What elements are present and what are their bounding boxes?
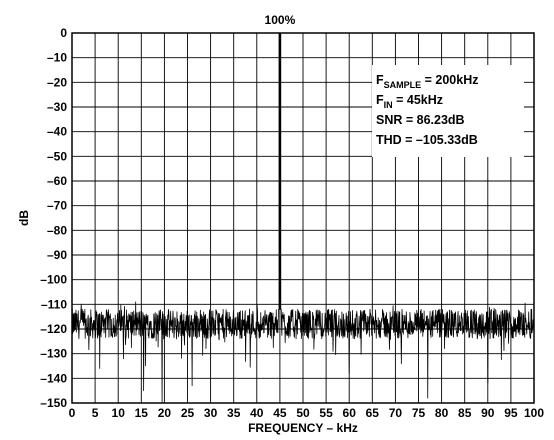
- y-tick-label: –120: [40, 322, 67, 336]
- y-tick-label: –40: [47, 125, 67, 139]
- y-tick-label: –130: [40, 347, 67, 361]
- x-tick-label: 40: [250, 406, 264, 420]
- y-tick-label: –10: [47, 51, 67, 65]
- annotation-line: FSAMPLE = 200kHz: [376, 73, 479, 90]
- annotation-subscript: SAMPLE: [384, 80, 422, 90]
- x-tick-label: 25: [181, 406, 195, 420]
- x-tick-label: 35: [227, 406, 241, 420]
- x-tick-label: 70: [389, 406, 403, 420]
- x-tick-label: 20: [158, 406, 172, 420]
- noise-trace: [71, 301, 535, 404]
- y-tick-label: –150: [40, 396, 67, 410]
- peak-label: 100%: [265, 13, 296, 27]
- annotation-rest: = 45kHz: [393, 93, 443, 107]
- annotation-main: F: [376, 93, 384, 107]
- x-axis-title: FREQUENCY – kHz: [248, 421, 358, 435]
- x-tick-label: 15: [135, 406, 149, 420]
- y-tick-label: –60: [47, 174, 67, 188]
- y-tick-label: 0: [60, 26, 67, 40]
- y-tick-label: –90: [47, 248, 67, 262]
- x-tick-label: 65: [366, 406, 380, 420]
- x-tick-label: 95: [504, 406, 518, 420]
- y-tick-label: –30: [47, 100, 67, 114]
- y-tick-label: –110: [41, 297, 67, 311]
- y-tick-label: –140: [40, 371, 67, 385]
- x-tick-label: 5: [92, 406, 99, 420]
- x-tick-label: 0: [69, 406, 76, 420]
- x-tick-label: 85: [458, 406, 472, 420]
- x-tick-label: 90: [481, 406, 495, 420]
- annotation-background: [372, 65, 524, 157]
- annotation-line: FIN = 45kHz: [376, 93, 443, 110]
- annotation-line: THD = –105.33dB: [376, 133, 478, 147]
- annotation-subscript: IN: [384, 100, 393, 110]
- x-tick-label: 75: [412, 406, 426, 420]
- x-tick-label: 80: [435, 406, 449, 420]
- plot-frame: [71, 32, 535, 404]
- x-tick-label: 60: [343, 406, 357, 420]
- x-tick-label: 100: [524, 406, 544, 420]
- x-tick-label: 30: [204, 406, 218, 420]
- annotation-main: THD = –105.33dB: [376, 133, 478, 147]
- y-tick-label: –70: [47, 199, 67, 213]
- y-tick-label: –80: [47, 223, 67, 237]
- x-tick-label: 10: [112, 406, 126, 420]
- x-axis-ticks: 0 5 10 15 20 25 30 35 40 45 50 55 60 65 70 75 80 85 90 95 10…: [69, 406, 545, 420]
- y-axis-ticks: 0 –10 –20 –30 –40 –50 –60 –70 –80 –90 –100 –110 –120…: [40, 26, 67, 410]
- y-tick-label: –50: [47, 149, 67, 163]
- annotation-line: SNR = 86.23dB: [376, 113, 465, 127]
- y-tick-label: –100: [40, 273, 67, 287]
- y-axis-title: dB: [17, 210, 31, 226]
- x-tick-label: 50: [296, 406, 310, 420]
- x-tick-label: 55: [319, 406, 333, 420]
- x-tick-label: 45: [273, 406, 287, 420]
- y-tick-label: –20: [47, 75, 67, 89]
- annotation-main: F: [376, 73, 384, 87]
- annotation-main: SNR = 86.23dB: [376, 113, 465, 127]
- noise-floor-series: [71, 301, 535, 404]
- annotation-rest: = 200kHz: [421, 73, 478, 87]
